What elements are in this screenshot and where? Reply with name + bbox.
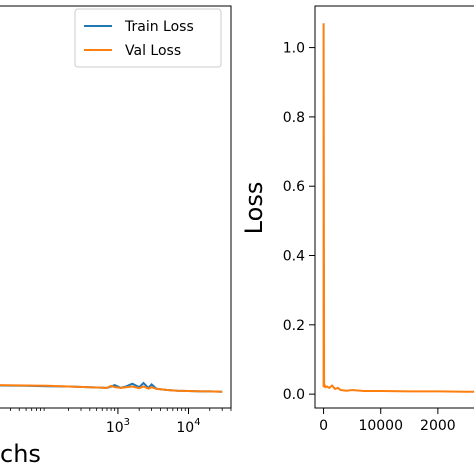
right-x-tick-label: 2000 xyxy=(420,418,456,434)
right-x-tick-label: 0 xyxy=(319,418,328,434)
left-x-tick-label: 104 xyxy=(176,417,200,436)
legend-label-val-loss: Val Loss xyxy=(125,43,181,59)
left-x-tick-label: 103 xyxy=(106,417,130,436)
right-y-tick-label: 0.2 xyxy=(283,318,305,334)
series-val-loss-line xyxy=(0,384,223,393)
right-y-tick-label: 0.8 xyxy=(283,110,305,126)
left-x-axis-label: chs xyxy=(0,440,41,468)
right-plot-area xyxy=(322,23,474,393)
series-val-loss-line xyxy=(322,23,474,393)
right-y-axis-ticks: 0.0 0.2 0.4 0.6 0.8 1.0 xyxy=(283,41,315,403)
left-x-axis-ticks: 103 104 xyxy=(10,408,232,436)
legend-box xyxy=(74,8,222,68)
right-y-tick-label: 0.4 xyxy=(283,249,305,265)
right-y-tick-label: 1.0 xyxy=(283,41,305,57)
left-loss-chart: 103 104 chs Train Loss Val Loss xyxy=(0,5,232,468)
right-loss-chart: Loss 0.0 0.2 0.4 0.6 0.8 1.0 0 10000 2000 xyxy=(240,5,474,434)
left-plot-area xyxy=(0,381,223,393)
right-y-tick-label: 0.6 xyxy=(283,179,305,195)
left-axes-frame xyxy=(0,5,232,409)
right-axes-frame xyxy=(314,5,474,409)
right-y-tick-label: 0.0 xyxy=(283,387,305,403)
right-y-axis-label: Loss xyxy=(240,182,268,235)
right-x-axis-ticks: 0 10000 2000 xyxy=(319,408,456,434)
legend: Train Loss Val Loss xyxy=(74,8,222,68)
legend-label-train-loss: Train Loss xyxy=(124,19,194,35)
right-x-tick-label: 10000 xyxy=(358,418,403,434)
